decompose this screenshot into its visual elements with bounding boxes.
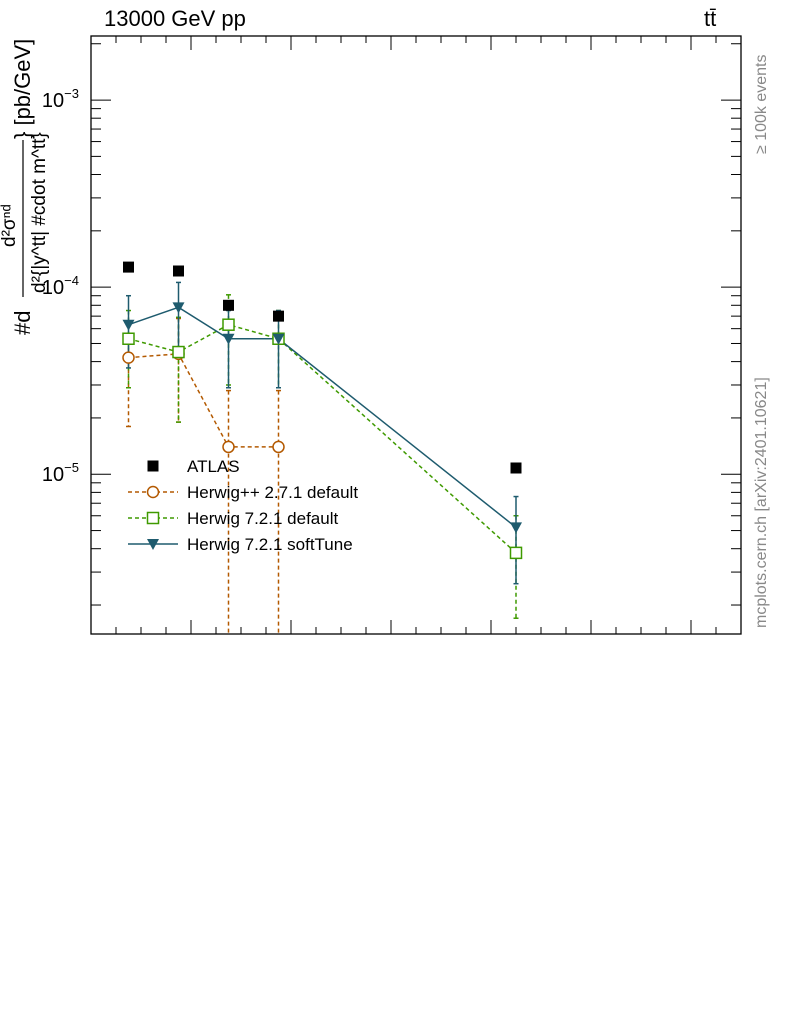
header-left: 13000 GeV pp [104,6,246,31]
series-layer [122,261,523,634]
herwig-721-softtune-point [222,333,235,345]
herwig-721-softtune-point [272,333,285,345]
y-tick-label: 10−5 [42,460,79,486]
legend-label: Herwig 7.2.1 default [187,509,338,528]
legend: ATLAS Herwig++ 2.7.1 default Herwig 7.2.1 … [128,457,358,554]
herwig-721-default-point [172,345,185,359]
herwigpp-271-point [122,351,135,364]
legend-entry-herwig-721-softtune: Herwig 7.2.1 softTune [128,535,353,554]
legend-marker [146,485,160,499]
y-label-numerator: d²σⁿᵈ [0,204,20,247]
y-axis-label: #d d²σⁿᵈ d²{|y^tt| #cdot m^tt}} [pb/GeV] [0,39,50,335]
legend-entry-herwigpp-271: Herwig++ 2.7.1 default [128,483,358,502]
herwigpp-271-point [272,440,285,454]
atlas-point [123,261,134,273]
atlas-point [173,265,184,277]
y-label-lead: #d [10,311,35,335]
herwig-721-default-point [122,332,135,345]
header-right: tt̄ [704,6,717,31]
y-tick-label: 10−3 [42,86,79,112]
legend-label: Herwig++ 2.7.1 default [187,483,358,502]
source-note: mcplots.cern.ch [arXiv:2401.10621] [753,377,770,628]
atlas-point [223,299,234,311]
labels: 10−5 10−4 10−3 #d d²σⁿᵈ d²{|y^tt| #cdot m^tt}… [0,39,770,628]
herwig-721-default-point [509,546,523,560]
herwig-721-softtune-point [172,302,185,314]
herwigpp-271-point [222,440,235,454]
axes [90,35,742,635]
herwig-721-default-point [222,318,235,331]
y-tick-label: 10−4 [42,273,79,299]
y-label-denominator: d²{|y^tt| #cdot m^tt} [29,132,50,293]
herwig-721-softtune-point [510,522,522,534]
herwigpp-271-line [128,353,279,448]
herwig-721-softtune-point [122,319,135,331]
events-note: ≥ 100k events [753,54,770,154]
legend-entry-herwig-721-default: Herwig 7.2.1 default [128,509,338,528]
y-label-units: } [pb/GeV] [10,39,35,139]
atlas-point [510,462,522,474]
legend-marker [146,511,160,525]
legend-marker [147,539,159,550]
legend-entry-atlas: ATLAS [147,457,240,476]
legend-label: ATLAS [187,457,240,476]
legend-label: Herwig 7.2.1 softTune [187,535,353,554]
legend-marker [147,460,159,472]
atlas-point [273,310,284,322]
